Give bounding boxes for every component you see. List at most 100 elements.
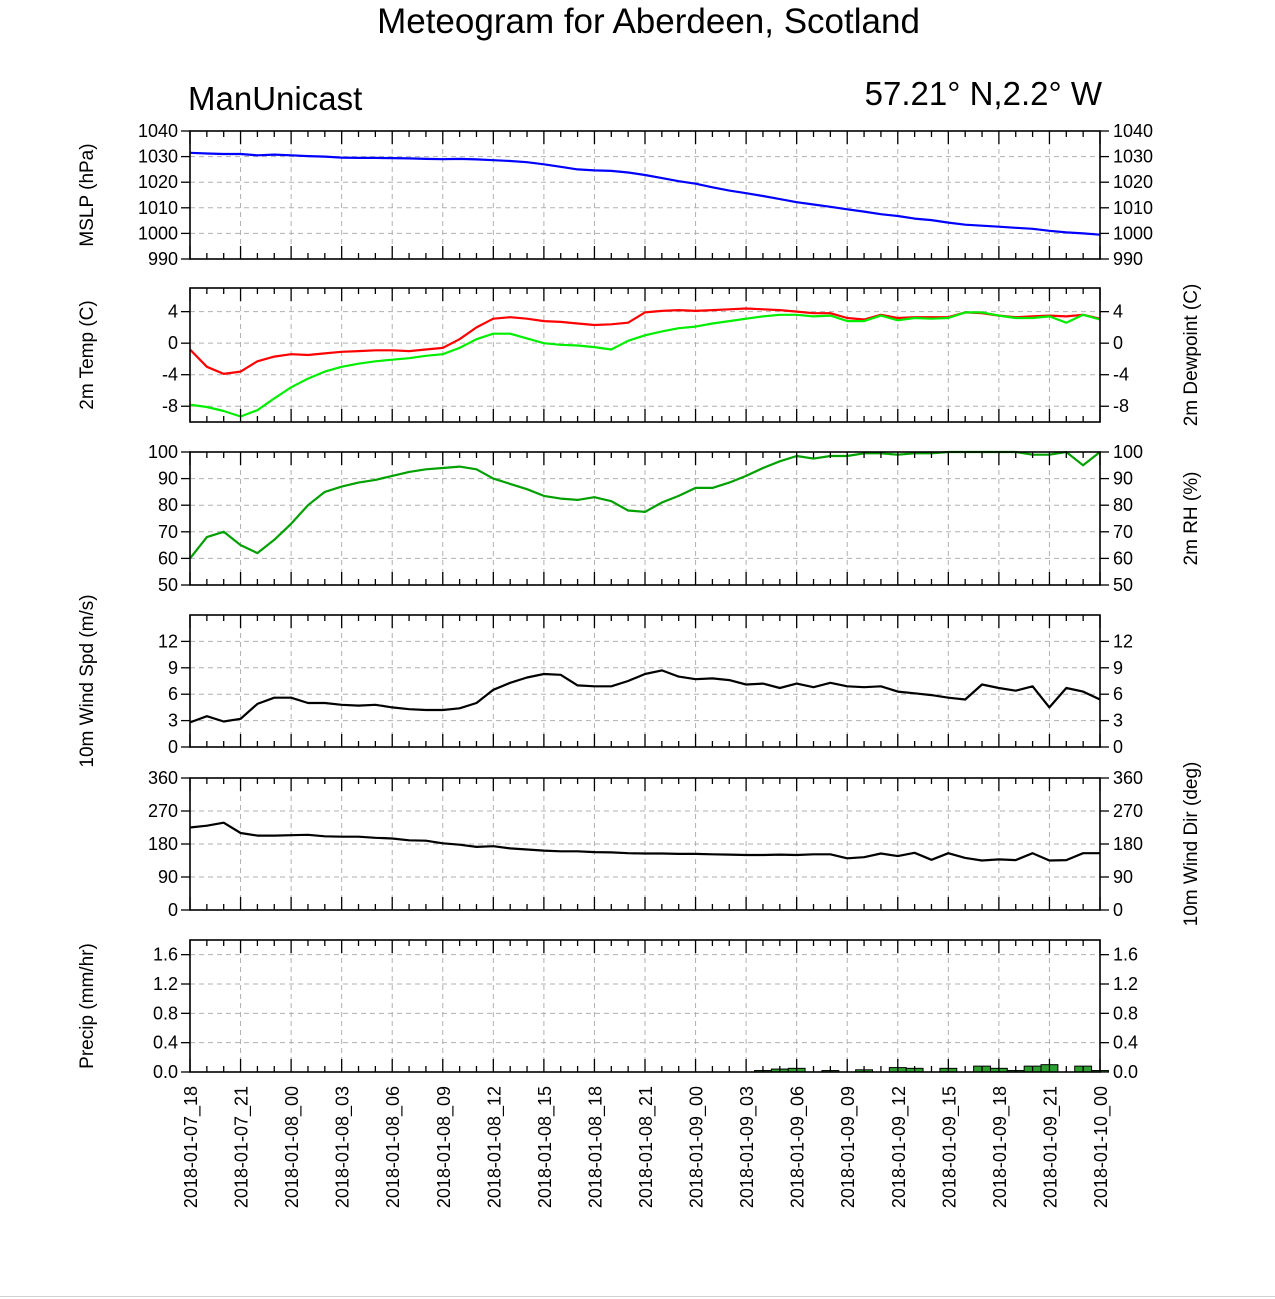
y-tick-label: 70 (158, 522, 178, 542)
y-tick-label: 180 (148, 834, 178, 854)
x-tick-label: 2018-01-10_00 (1091, 1086, 1112, 1208)
y-tick-label: 3 (168, 711, 178, 731)
y-tick-label-right: 0.0 (1113, 1062, 1138, 1082)
x-tick-label: 2018-01-08_18 (585, 1086, 606, 1208)
y-tick-label: 60 (158, 548, 178, 568)
y-tick-label: 9 (168, 658, 178, 678)
y-tick-label: 0 (168, 333, 178, 353)
x-tick-label: 2018-01-08_06 (383, 1086, 404, 1208)
x-tick-label: 2018-01-07_21 (232, 1086, 253, 1208)
y-tick-label-right: 0.8 (1113, 1003, 1138, 1023)
panel-mslp: 990 990 1000 1000 1010 1010 1020 1020 1030 1030 10… (77, 121, 1153, 269)
y-tick-label: 80 (158, 495, 178, 515)
y-tick-label-right: 3 (1113, 711, 1123, 731)
x-tick-label: 2018-01-07_18 (181, 1086, 202, 1208)
y-tick-label: 12 (158, 631, 178, 651)
y-tick-label: 0.4 (153, 1033, 178, 1053)
y-tick-label: 0.0 (153, 1062, 178, 1082)
y-tick-label-right: 90 (1113, 867, 1133, 887)
y-tick-label-right: 1.6 (1113, 945, 1138, 965)
panel-wspd: 0 0 3 3 6 6 9 9 12 12 10m Wind Spd (m/s) (77, 594, 1133, 767)
y-tick-label: 360 (148, 768, 178, 788)
y-tick-label: 1000 (138, 223, 178, 243)
wspd-series-line (189, 669, 1101, 724)
y-tick-label-right: 100 (1113, 442, 1143, 462)
y-tick-label: 100 (148, 442, 178, 462)
y-tick-label: 1030 (138, 147, 178, 167)
y-tick-label-right: 1040 (1113, 121, 1153, 141)
y-tick-label: 90 (158, 469, 178, 489)
y-tick-label-right: 0.4 (1113, 1033, 1138, 1053)
y-tick-label: -8 (162, 396, 178, 416)
y-tick-label-right: 70 (1113, 522, 1133, 542)
y-tick-label-right: 360 (1113, 768, 1143, 788)
y-tick-label-right: 990 (1113, 249, 1143, 269)
x-tick-label: 2018-01-08_12 (484, 1086, 505, 1208)
x-tick-label: 2018-01-08_09 (434, 1086, 455, 1208)
y-tick-label-right: 60 (1113, 548, 1133, 568)
y-tick-label: 990 (148, 249, 178, 269)
y-tick-label-right: 1010 (1113, 198, 1153, 218)
y-tick-label: 270 (148, 801, 178, 821)
panel-precip: 0.0 0.0 0.4 0.4 0.8 0.8 1.2 1.2 1.6 1.6 Precip (mm… (77, 939, 1138, 1082)
y-tick-label: 1.2 (153, 974, 178, 994)
x-tick-label: 2018-01-08_15 (535, 1086, 556, 1208)
location-label: 57.21° N,2.2° W (864, 75, 1102, 112)
y-tick-label: 6 (168, 684, 178, 704)
left-axis-title: 10m Wind Spd (m/s) (77, 594, 98, 767)
y-tick-label: 1.6 (153, 945, 178, 965)
y-tick-label-right: 6 (1113, 684, 1123, 704)
right-axis-title: 10m Wind Dir (deg) (1181, 762, 1202, 927)
y-tick-label: 0.8 (153, 1003, 178, 1023)
y-tick-label-right: 0 (1113, 900, 1123, 920)
y-tick-label: 90 (158, 867, 178, 887)
temp-series-line (189, 311, 1101, 418)
x-tick-label: 2018-01-09_09 (838, 1086, 859, 1208)
x-tick-label: 2018-01-08_21 (636, 1086, 657, 1208)
bottom-border (0, 1296, 1275, 1297)
y-tick-label-right: 270 (1113, 801, 1143, 821)
y-tick-label-right: 12 (1113, 631, 1133, 651)
x-tick-label: 2018-01-09_18 (990, 1086, 1011, 1208)
y-tick-label-right: 1.2 (1113, 974, 1138, 994)
x-tick-label: 2018-01-09_15 (939, 1086, 960, 1208)
y-tick-label-right: 4 (1113, 302, 1123, 322)
y-tick-label: -4 (162, 365, 178, 385)
x-tick-label: 2018-01-08_00 (282, 1086, 303, 1208)
y-tick-label-right: -4 (1113, 365, 1129, 385)
y-tick-label: 1010 (138, 198, 178, 218)
y-tick-label: 0 (168, 737, 178, 757)
x-tick-label: 2018-01-09_21 (1040, 1086, 1061, 1208)
wdir-series-line (189, 821, 1100, 862)
y-tick-label: 50 (158, 575, 178, 595)
y-tick-label-right: -8 (1113, 396, 1129, 416)
panel-temp: -8 -8 -4 -4 0 0 4 4 2m Temp (C) 2m Dewpoint (C) (77, 284, 1202, 427)
model-label: ManUnicast (188, 80, 363, 117)
chart-title: Meteogram for Aberdeen, Scotland (377, 2, 920, 41)
y-tick-label-right: 1030 (1113, 147, 1153, 167)
panel-rh: 50 50 60 60 70 70 80 80 90 90 100 100 2m RH (%) (148, 442, 1202, 595)
y-tick-label: 1040 (138, 121, 178, 141)
y-tick-label: 1020 (138, 172, 178, 192)
y-tick-label-right: 0 (1113, 737, 1123, 757)
y-tick-label-right: 90 (1113, 469, 1133, 489)
x-tick-label: 2018-01-09_03 (737, 1086, 758, 1208)
y-tick-label: 0 (168, 900, 178, 920)
x-tick-label: 2018-01-09_12 (889, 1086, 910, 1208)
y-tick-label-right: 0 (1113, 333, 1123, 353)
y-tick-label-right: 180 (1113, 834, 1143, 854)
y-tick-label-right: 80 (1113, 495, 1133, 515)
panel-wdir: 0 0 90 90 180 180 270 270 360 360 10m Wind Dir (de… (148, 762, 1202, 927)
y-tick-label: 4 (168, 302, 178, 322)
y-tick-label-right: 1000 (1113, 223, 1153, 243)
left-axis-title: MSLP (hPa) (77, 143, 98, 246)
y-tick-label-right: 9 (1113, 658, 1123, 678)
left-axis-title: Precip (mm/hr) (77, 943, 98, 1069)
x-tick-label: 2018-01-09_06 (788, 1086, 809, 1208)
x-tick-label: 2018-01-09_00 (687, 1086, 708, 1208)
right-axis-title: 2m Dewpoint (C) (1181, 284, 1202, 427)
left-axis-title: 2m Temp (C) (77, 300, 98, 409)
x-tick-label: 2018-01-08_03 (333, 1086, 354, 1208)
mslp-series-line (189, 151, 1101, 236)
